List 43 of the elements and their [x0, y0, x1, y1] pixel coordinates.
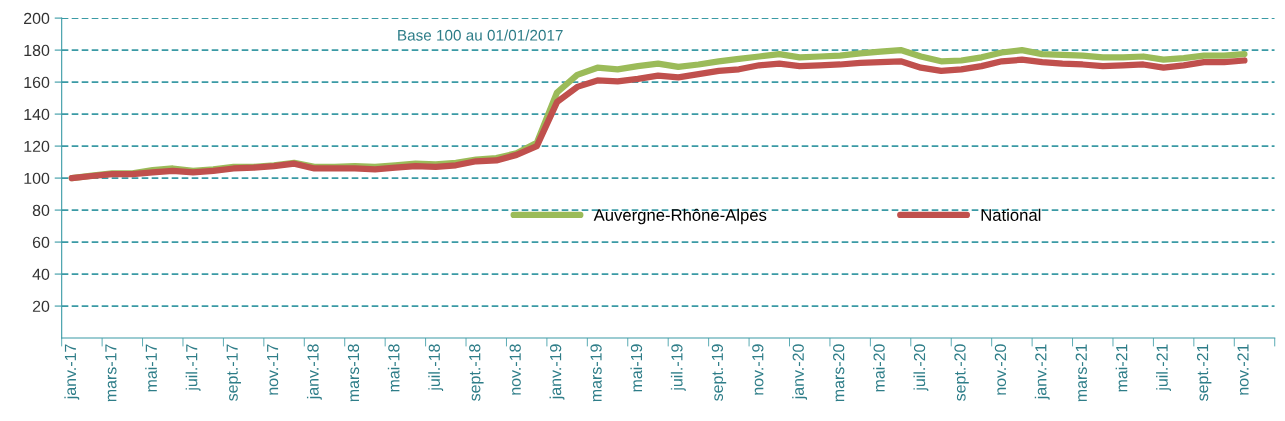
- y-tick-label: 120: [24, 140, 50, 153]
- x-tick-label: janv.-19: [549, 344, 565, 400]
- y-tick-label: 100: [24, 172, 50, 185]
- x-tick-label: sept.-18: [469, 344, 484, 401]
- x-tick-label: sept.-19: [711, 344, 727, 401]
- y-tick-label: 20: [32, 300, 50, 313]
- x-tick-label: juil.-20: [913, 344, 929, 392]
- x-tick-label: mai-19: [630, 344, 643, 392]
- x-tick-label: mars-17: [105, 344, 117, 402]
- x-tick-label: mai-20: [873, 344, 885, 392]
- y-tick-label: 180: [24, 44, 50, 57]
- x-tick-label: mai-17: [145, 344, 157, 392]
- x-tick-label: nov.-21: [1237, 344, 1249, 395]
- x-tick-label: nov.-17: [267, 344, 279, 395]
- annotation: Base 100 au 01/01/2017: [398, 29, 563, 41]
- y-tick-label: 80: [32, 204, 50, 217]
- x-tick-label: nov.-20: [994, 344, 1007, 395]
- y-tick-label: 60: [32, 236, 50, 249]
- x-tick-label: sept.-20: [954, 344, 969, 401]
- x-tick-label: janv.-21: [1034, 344, 1050, 400]
- legend-label: National: [981, 208, 1041, 221]
- x-tick-label: janv.-18: [306, 344, 322, 400]
- x-tick-label: janv.-20: [792, 344, 808, 400]
- y-tick-label: 160: [24, 76, 50, 89]
- x-tick-label: janv.-17: [64, 344, 80, 400]
- x-tick-label: juil.-19: [670, 344, 686, 392]
- x-tick-label: sept.-21: [1196, 344, 1212, 401]
- x-tick-label: juil.-21: [1156, 344, 1171, 392]
- y-tick-label: 200: [24, 12, 50, 25]
- x-tick-label: juil.-17: [185, 344, 201, 392]
- y-tick-label: 140: [24, 108, 50, 121]
- y-tick-label: 40: [32, 268, 50, 281]
- x-tick-label: nov.-18: [509, 344, 521, 395]
- x-tick-label: mars-19: [590, 344, 602, 402]
- x-tick-label: mai-18: [387, 344, 400, 392]
- x-tick-label: sept.-17: [226, 344, 241, 401]
- x-tick-label: mai-21: [1115, 344, 1128, 392]
- x-tick-label: juil.-18: [428, 344, 444, 392]
- x-tick-label: mars-20: [833, 344, 845, 402]
- x-tick-label: mars-18: [347, 344, 360, 402]
- x-tick-label: nov.-19: [752, 344, 764, 395]
- legend-label: Auvergne-Rhône-Alpes: [593, 208, 767, 225]
- x-tick-label: mars-21: [1075, 344, 1087, 402]
